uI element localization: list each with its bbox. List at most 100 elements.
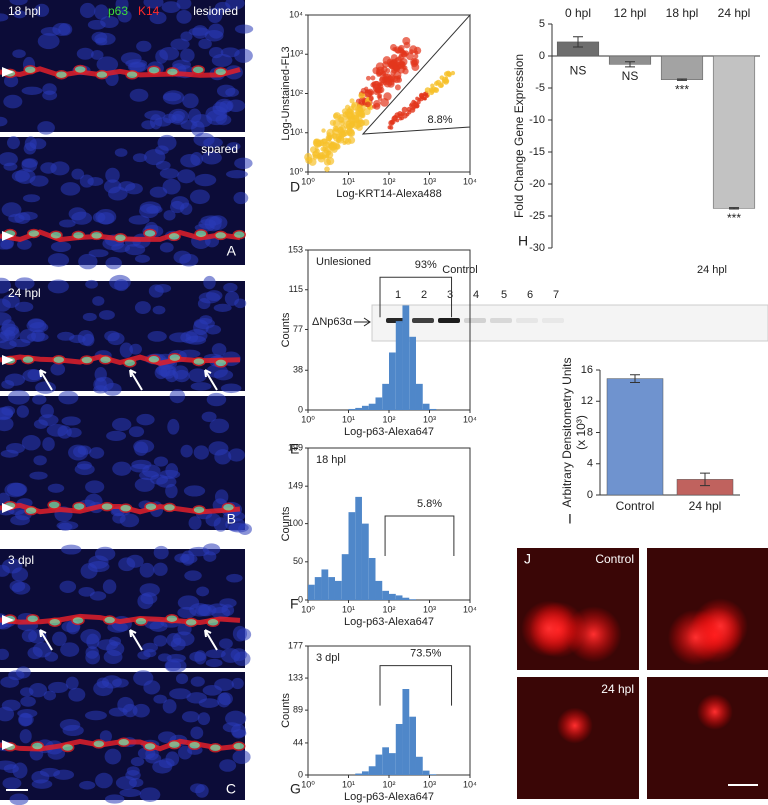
nucleus xyxy=(164,658,187,673)
nucleus xyxy=(231,677,244,690)
nucleus xyxy=(42,83,57,95)
nucleus xyxy=(105,167,120,183)
nucleus xyxy=(213,369,234,381)
band xyxy=(516,318,538,323)
nucleus xyxy=(50,241,72,253)
nucleus xyxy=(125,770,141,781)
nucleus xyxy=(153,456,169,467)
p63-cell xyxy=(187,740,202,751)
p63-cell xyxy=(71,230,86,241)
nucleus xyxy=(112,461,132,476)
nucleus xyxy=(96,677,110,689)
nucleus xyxy=(21,629,38,643)
nucleus xyxy=(23,142,37,155)
histogram-bar xyxy=(368,557,376,600)
nucleus xyxy=(87,19,106,30)
nucleus xyxy=(94,546,116,561)
fluorescence: J Control 24 hpl xyxy=(517,548,768,799)
nucleus xyxy=(8,670,25,681)
histogram-label: 18 hpl xyxy=(316,454,346,466)
nucleus xyxy=(177,606,197,619)
significance: *** xyxy=(727,211,741,225)
lane-label: 3 xyxy=(447,289,453,301)
lane-label: 4 xyxy=(473,289,479,301)
nucleus xyxy=(74,463,95,476)
event-density xyxy=(394,84,401,91)
event-density xyxy=(409,107,416,113)
nucleus xyxy=(50,362,66,376)
panel-letter: H xyxy=(518,233,528,249)
panel-letter: C xyxy=(226,781,236,797)
histogram-bar xyxy=(382,590,389,600)
nucleus xyxy=(169,389,186,404)
y-tick-label: 0 xyxy=(539,50,545,62)
nucleus xyxy=(170,38,190,50)
event-density xyxy=(321,154,327,160)
event-density xyxy=(441,76,448,83)
nucleus xyxy=(79,780,96,790)
nucleus xyxy=(211,343,227,357)
nucleus xyxy=(234,24,254,34)
gate-label: 93% xyxy=(415,259,437,271)
nucleus xyxy=(68,687,86,702)
x-tick-label: 10¹ xyxy=(342,779,355,789)
nucleus xyxy=(159,242,174,253)
micrographs xyxy=(0,0,254,805)
event-density xyxy=(312,151,318,157)
arrowhead xyxy=(2,615,14,625)
arrowhead xyxy=(2,67,14,77)
nucleus xyxy=(180,31,193,42)
event-density xyxy=(339,120,345,126)
nucleus xyxy=(234,48,253,63)
nucleus xyxy=(90,50,104,60)
significance: NS xyxy=(570,63,587,77)
bar xyxy=(606,378,664,496)
nucleus xyxy=(22,194,41,203)
event-density xyxy=(369,90,375,96)
event-density xyxy=(350,119,355,124)
nucleus xyxy=(141,120,156,130)
event-density xyxy=(349,98,355,104)
nucleus xyxy=(29,471,48,480)
histogram-bar xyxy=(368,403,376,410)
histogram-bar xyxy=(409,716,416,775)
p63-cell xyxy=(184,617,198,628)
p63-cell xyxy=(143,228,157,239)
event-density xyxy=(431,86,437,92)
event-density xyxy=(374,87,382,94)
arrow xyxy=(39,369,53,391)
x-axis-label: Log-p63-Alexa647 xyxy=(344,426,434,438)
x-tick-label: 10² xyxy=(382,779,395,789)
nucleus xyxy=(16,405,29,418)
nucleus xyxy=(4,482,27,498)
panel-label: spared xyxy=(201,142,238,156)
event-density xyxy=(397,111,403,117)
nucleus xyxy=(180,444,193,458)
nucleus xyxy=(76,47,94,60)
y-tick-label: 10³ xyxy=(290,49,303,59)
histogram-bar xyxy=(348,512,356,600)
event-density xyxy=(409,103,413,107)
y-tick-label: 44 xyxy=(293,737,303,747)
nucleus xyxy=(0,277,11,294)
nucleus xyxy=(181,550,195,566)
nucleus xyxy=(136,413,155,426)
nucleus xyxy=(198,38,212,50)
p63-cell xyxy=(192,505,206,515)
histogram-bar xyxy=(409,336,416,410)
event-density xyxy=(450,70,456,76)
error-bar xyxy=(729,207,739,210)
nucleus xyxy=(136,40,152,52)
p63-cell xyxy=(118,503,133,513)
nucleus xyxy=(181,711,200,723)
y-tick-label: 4 xyxy=(587,458,593,470)
nucleus xyxy=(27,646,43,660)
event-density xyxy=(308,158,317,166)
nucleus xyxy=(11,170,30,182)
nucleus xyxy=(37,33,60,50)
y-tick-label: -20 xyxy=(529,178,545,190)
arrowhead xyxy=(2,355,14,365)
p63-cell xyxy=(80,355,94,365)
nucleus xyxy=(59,580,77,593)
